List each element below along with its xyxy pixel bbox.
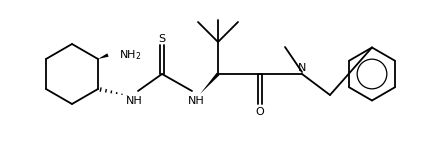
- Text: NH: NH: [126, 95, 142, 105]
- Polygon shape: [200, 73, 219, 94]
- Text: NH$_2$: NH$_2$: [120, 48, 142, 62]
- Text: S: S: [159, 34, 165, 44]
- Polygon shape: [98, 53, 109, 59]
- Text: O: O: [256, 107, 265, 117]
- Text: NH: NH: [188, 95, 204, 105]
- Text: N: N: [298, 64, 306, 74]
